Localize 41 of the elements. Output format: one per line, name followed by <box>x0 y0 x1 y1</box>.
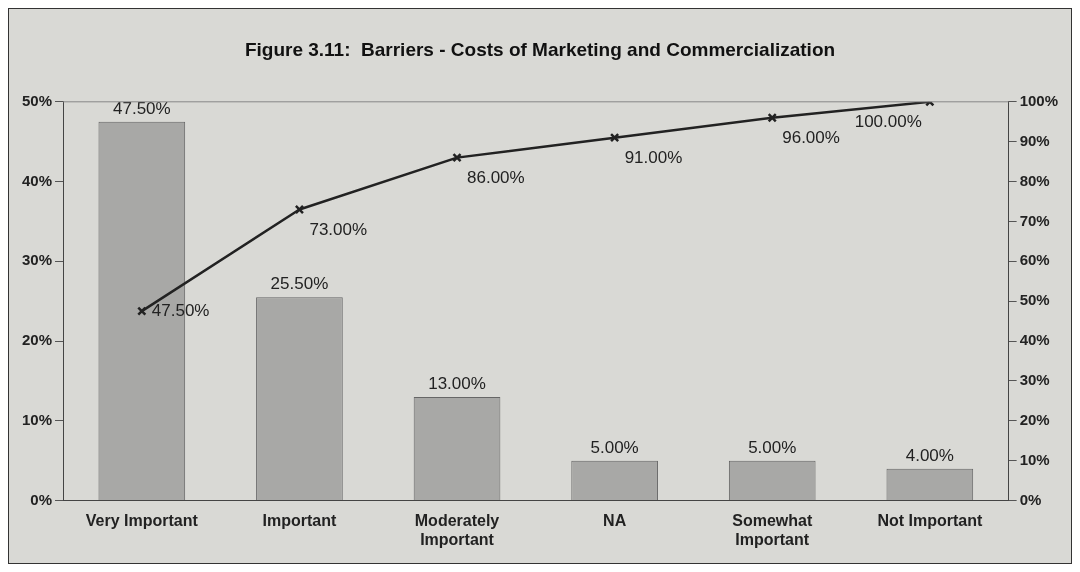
y-tick-label: 20% <box>21 331 53 349</box>
data-label: 4.00% <box>905 445 954 465</box>
data-label: 86.00% <box>467 167 525 187</box>
data-label: 47.50% <box>151 301 210 321</box>
point <box>609 132 620 143</box>
y2-tick-label: 100% <box>1019 91 1059 109</box>
data-label: 5.00% <box>590 437 639 457</box>
point <box>452 152 462 163</box>
y2-tick-label: 0% <box>1019 490 1042 508</box>
x-tick-label: Moderately Important <box>414 511 500 548</box>
data-label: 91.00% <box>624 147 683 167</box>
data-label: 96.00% <box>782 127 840 147</box>
x-tick-label: Not Important <box>877 511 983 529</box>
y2-tick-label: 50% <box>1019 291 1050 309</box>
data-label: 73.00% <box>309 219 368 239</box>
point <box>767 112 778 123</box>
y-tick-label: 50% <box>21 91 53 109</box>
x-tick-label: Somewhat Important <box>732 511 813 548</box>
y-tick-label: 40% <box>21 171 53 189</box>
y2-tick-label: 90% <box>1019 131 1050 149</box>
y2-tick-label: 60% <box>1019 251 1050 269</box>
y2-tick-label: 30% <box>1019 371 1050 389</box>
y-tick-label: 10% <box>21 410 53 428</box>
y2-tick-label: 40% <box>1019 331 1050 349</box>
data-label: 13.00% <box>428 374 486 394</box>
data-label: 5.00% <box>748 437 797 457</box>
point <box>137 306 147 316</box>
y2-tick-label: 70% <box>1019 211 1050 229</box>
x-tick-label: Important <box>262 511 337 529</box>
y-tick-label: 30% <box>21 251 53 269</box>
data-label: 25.50% <box>270 274 329 294</box>
x-tick-label: NA <box>603 511 627 529</box>
data-label: 100.00% <box>854 111 922 131</box>
y2-tick-label: 10% <box>1019 450 1050 468</box>
x-tick-label: Very Important <box>85 511 199 529</box>
point <box>294 204 305 215</box>
y-tick-label: 0% <box>30 490 53 508</box>
chart-title: Figure 3.11: Barriers - Costs of Marketing and Commercialization <box>244 38 836 60</box>
y2-tick-label: 80% <box>1019 171 1050 189</box>
data-label: 47.50% <box>112 98 171 118</box>
y2-tick-label: 20% <box>1019 410 1050 428</box>
